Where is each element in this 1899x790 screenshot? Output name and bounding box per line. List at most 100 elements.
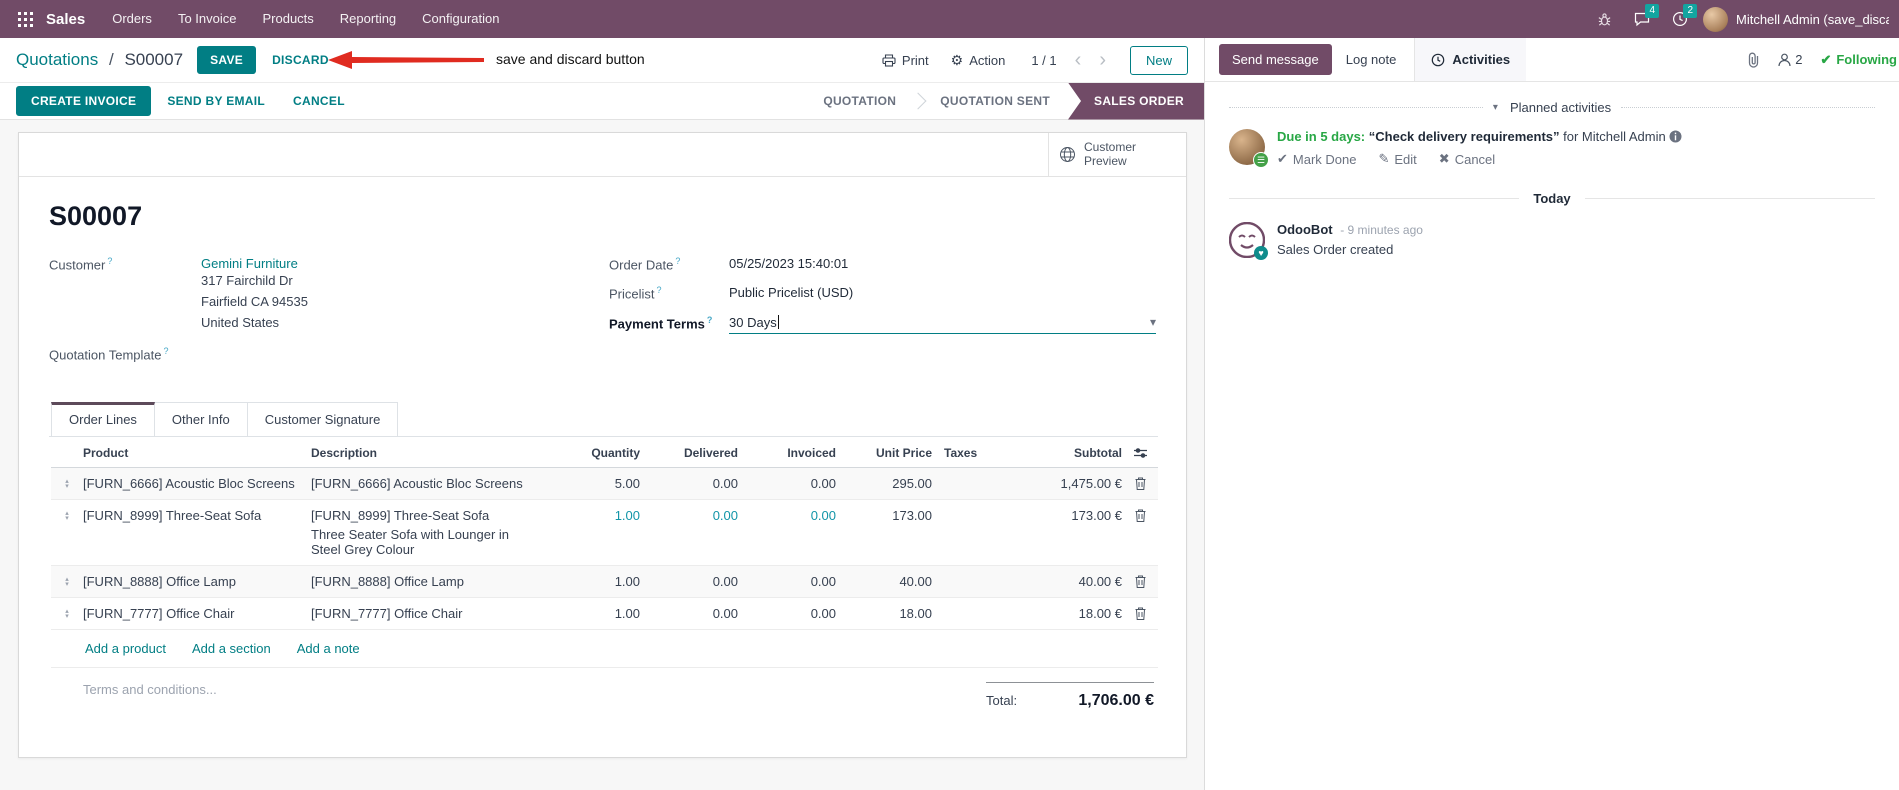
apps-grid-icon[interactable] xyxy=(8,0,42,38)
stage-sales-order[interactable]: SALES ORDER xyxy=(1068,82,1204,120)
cell-delivered[interactable]: 0.00 xyxy=(712,605,738,621)
cancel-activity-button[interactable]: ✖ Cancel xyxy=(1438,151,1496,167)
new-button[interactable]: New xyxy=(1129,45,1188,75)
trash-icon[interactable] xyxy=(1122,476,1158,490)
cell-quantity[interactable]: 1.00 xyxy=(614,507,640,523)
optional-columns-icon[interactable] xyxy=(1122,446,1158,459)
cell-description[interactable]: [FURN_6666] Acoustic Bloc Screens xyxy=(311,475,523,491)
info-icon[interactable] xyxy=(1669,130,1682,143)
messages-icon[interactable]: 4 xyxy=(1627,0,1659,38)
trash-icon[interactable] xyxy=(1122,574,1158,588)
col-quantity[interactable]: Quantity xyxy=(591,445,640,460)
drag-handle-icon[interactable]: ▴ ▾ xyxy=(65,477,69,490)
cell-invoiced[interactable]: 0.00 xyxy=(810,573,836,589)
payment-terms-value[interactable]: 30 Days xyxy=(729,314,777,330)
cell-description[interactable]: [FURN_8999] Three-Seat Sofa Three Seater … xyxy=(311,507,510,557)
add-a-section-link[interactable]: Add a section xyxy=(191,640,271,656)
tab-other-info[interactable]: Other Info xyxy=(154,401,248,436)
customer-link[interactable]: Gemini Furniture xyxy=(201,256,298,271)
help-marker: ? xyxy=(656,285,662,296)
drag-handle-icon[interactable]: ▴ ▾ xyxy=(65,607,69,620)
pager-previous-icon[interactable]: ‹ xyxy=(1071,50,1086,70)
stage-quotation[interactable]: QUOTATION xyxy=(823,93,897,108)
table-row[interactable]: ▴ ▾ [FURN_6666] Acoustic Bloc Screens [FU… xyxy=(51,467,1158,500)
cancel-order-button[interactable]: CANCEL xyxy=(281,87,357,115)
cell-unit-price[interactable]: 173.00 xyxy=(892,507,932,523)
send-by-email-button[interactable]: SEND BY EMAIL xyxy=(155,87,277,115)
pricelist-value[interactable]: Public Pricelist (USD) xyxy=(729,285,854,301)
customer-preview-button[interactable]: Customer Preview xyxy=(1048,133,1186,176)
chevron-down-icon[interactable]: ▾ xyxy=(1149,315,1156,330)
activity-type-badge-icon: ☰ xyxy=(1253,152,1269,168)
action-button[interactable]: ⚙ Action xyxy=(945,48,1012,73)
cell-unit-price[interactable]: 18.00 xyxy=(899,605,932,621)
attachment-icon[interactable] xyxy=(1746,52,1760,68)
add-a-product-link[interactable]: Add a product xyxy=(85,640,166,656)
cell-invoiced[interactable]: 0.00 xyxy=(810,475,836,491)
followers-button[interactable]: 2 xyxy=(1778,52,1802,67)
add-a-note-link[interactable]: Add a note xyxy=(296,640,360,656)
drag-handle-icon[interactable]: ▴ ▾ xyxy=(65,509,69,522)
edit-activity-button[interactable]: ✎ Edit xyxy=(1378,151,1417,167)
col-product[interactable]: Product xyxy=(83,445,129,460)
table-row[interactable]: ▴ ▾ [FURN_7777] Office Chair [FURN_7777] … xyxy=(51,598,1158,630)
pager-next-icon[interactable]: › xyxy=(1095,50,1110,70)
trash-icon[interactable] xyxy=(1122,606,1158,620)
cell-subtotal: 1,475.00 € xyxy=(1060,475,1122,491)
col-subtotal[interactable]: Subtotal xyxy=(1074,445,1122,460)
col-delivered[interactable]: Delivered xyxy=(683,445,738,460)
mark-done-button[interactable]: ✔ Mark Done xyxy=(1277,151,1357,167)
save-button[interactable]: SAVE xyxy=(197,46,257,74)
cell-unit-price[interactable]: 295.00 xyxy=(892,475,932,491)
app-title[interactable]: Sales xyxy=(46,10,86,28)
menu-products[interactable]: Products xyxy=(262,11,314,26)
col-taxes[interactable]: Taxes xyxy=(944,445,978,460)
activities-button[interactable]: Activities xyxy=(1414,38,1527,81)
cell-description[interactable]: [FURN_7777] Office Chair xyxy=(311,605,463,621)
menu-configuration[interactable]: Configuration xyxy=(422,11,500,26)
terms-and-conditions-placeholder[interactable]: Terms and conditions... xyxy=(83,681,217,697)
cell-product[interactable]: [FURN_6666] Acoustic Bloc Screens xyxy=(83,475,295,491)
tab-customer-signature[interactable]: Customer Signature xyxy=(247,401,399,436)
send-message-button[interactable]: Send message xyxy=(1219,44,1332,75)
cell-invoiced[interactable]: 0.00 xyxy=(810,605,836,621)
tab-order-lines[interactable]: Order Lines xyxy=(51,401,155,436)
cell-description[interactable]: [FURN_8888] Office Lamp xyxy=(311,573,464,589)
cell-unit-price[interactable]: 40.00 xyxy=(899,573,932,589)
stage-quotation-sent[interactable]: QUOTATION SENT xyxy=(940,93,1051,108)
col-unit-price[interactable]: Unit Price xyxy=(875,445,932,460)
log-note-button[interactable]: Log note xyxy=(1332,45,1411,74)
breadcrumb-quotations[interactable]: Quotations xyxy=(16,50,99,69)
activity-clock-icon[interactable]: 2 xyxy=(1665,0,1697,38)
payment-terms-field[interactable]: 30 Days ▾ xyxy=(729,315,1156,334)
menu-orders[interactable]: Orders xyxy=(112,11,152,26)
user-avatar xyxy=(1703,6,1728,32)
cell-delivered[interactable]: 0.00 xyxy=(712,507,738,523)
following-button[interactable]: ✔ Following xyxy=(1820,51,1897,68)
cell-delivered[interactable]: 0.00 xyxy=(712,573,738,589)
col-invoiced[interactable]: Invoiced xyxy=(787,445,836,460)
cell-product[interactable]: [FURN_8999] Three-Seat Sofa xyxy=(83,507,262,523)
cell-product[interactable]: [FURN_8888] Office Lamp xyxy=(83,573,236,589)
check-icon: ✔ xyxy=(1277,151,1288,166)
cell-invoiced[interactable]: 0.00 xyxy=(810,507,836,523)
create-invoice-button[interactable]: CREATE INVOICE xyxy=(16,86,152,116)
cell-quantity[interactable]: 5.00 xyxy=(614,475,640,491)
table-row[interactable]: ▴ ▾ [FURN_8888] Office Lamp [FURN_8888] O… xyxy=(51,565,1158,598)
cell-quantity[interactable]: 1.00 xyxy=(614,605,640,621)
discard-button[interactable]: DISCARD xyxy=(272,53,329,67)
drag-handle-icon[interactable]: ▴ ▾ xyxy=(65,575,69,588)
col-description[interactable]: Description xyxy=(311,445,378,460)
debug-icon[interactable] xyxy=(1589,0,1619,38)
planned-activities-divider[interactable]: ▾ Planned activities xyxy=(1229,100,1875,115)
trash-icon[interactable] xyxy=(1122,508,1158,522)
menu-to-invoice[interactable]: To Invoice xyxy=(177,11,237,26)
menu-reporting[interactable]: Reporting xyxy=(339,11,397,26)
table-row[interactable]: ▴ ▾ [FURN_8999] Three-Seat Sofa [FURN_899… xyxy=(51,500,1158,566)
print-button[interactable]: Print xyxy=(876,49,935,72)
order-date-value[interactable]: 05/25/2023 15:40:01 xyxy=(729,256,849,271)
user-menu[interactable]: Mitchell Admin (save_discar xyxy=(1703,6,1889,32)
cell-quantity[interactable]: 1.00 xyxy=(614,573,640,589)
cell-product[interactable]: [FURN_7777] Office Chair xyxy=(83,605,235,621)
cell-delivered[interactable]: 0.00 xyxy=(712,475,738,491)
